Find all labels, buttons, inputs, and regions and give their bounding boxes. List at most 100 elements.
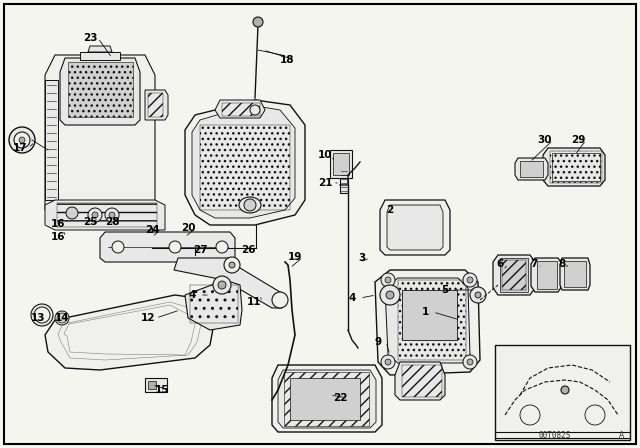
Bar — [552, 153, 600, 181]
Circle shape — [224, 257, 240, 273]
Text: 17: 17 — [13, 143, 28, 153]
Ellipse shape — [9, 127, 35, 153]
Polygon shape — [272, 365, 382, 432]
Circle shape — [66, 207, 78, 219]
Text: 6: 6 — [497, 259, 504, 269]
Bar — [57, 203, 157, 227]
Polygon shape — [515, 158, 548, 180]
Text: 13: 13 — [31, 313, 45, 323]
Polygon shape — [278, 370, 376, 428]
Circle shape — [216, 241, 228, 253]
Bar — [520, 161, 543, 177]
Circle shape — [112, 241, 124, 253]
Circle shape — [14, 132, 30, 148]
Text: 20: 20 — [180, 223, 195, 233]
Circle shape — [244, 199, 256, 211]
Circle shape — [385, 359, 391, 365]
Bar — [145, 378, 167, 392]
Bar — [550, 151, 602, 183]
Text: 5: 5 — [442, 285, 449, 295]
Text: 9: 9 — [374, 337, 381, 347]
Circle shape — [475, 292, 481, 298]
Polygon shape — [174, 258, 285, 308]
Circle shape — [272, 292, 288, 308]
Bar — [502, 260, 526, 290]
Circle shape — [92, 212, 98, 218]
Polygon shape — [88, 46, 112, 52]
Polygon shape — [493, 255, 535, 295]
Circle shape — [88, 208, 102, 222]
Circle shape — [57, 313, 67, 323]
Circle shape — [467, 277, 473, 283]
Circle shape — [385, 277, 391, 283]
Polygon shape — [45, 295, 215, 370]
Circle shape — [381, 273, 395, 287]
Polygon shape — [145, 90, 168, 120]
Polygon shape — [192, 105, 295, 218]
Text: 16: 16 — [51, 232, 65, 242]
Circle shape — [109, 212, 115, 218]
Bar — [495, 345, 630, 440]
Bar — [222, 103, 260, 116]
Circle shape — [218, 281, 226, 289]
Polygon shape — [45, 200, 165, 230]
Circle shape — [105, 208, 119, 222]
Polygon shape — [375, 270, 480, 375]
Text: 10: 10 — [317, 150, 332, 160]
Text: A: A — [620, 431, 625, 440]
Text: 16: 16 — [51, 219, 65, 229]
Bar — [402, 365, 442, 397]
Circle shape — [380, 285, 400, 305]
Circle shape — [463, 273, 477, 287]
Text: 29: 29 — [571, 135, 585, 145]
Bar — [500, 258, 528, 292]
Circle shape — [229, 262, 235, 268]
Circle shape — [19, 137, 25, 143]
Circle shape — [470, 287, 486, 303]
Text: 23: 23 — [83, 33, 97, 43]
Ellipse shape — [239, 197, 261, 213]
Polygon shape — [100, 232, 235, 262]
Text: 26: 26 — [241, 245, 255, 255]
Circle shape — [561, 386, 569, 394]
Text: 4: 4 — [188, 290, 196, 300]
Circle shape — [253, 17, 263, 27]
Circle shape — [381, 355, 395, 369]
Bar — [340, 168, 348, 193]
Text: 8: 8 — [558, 259, 566, 269]
Text: 7: 7 — [531, 259, 538, 269]
Polygon shape — [560, 258, 590, 290]
Ellipse shape — [63, 203, 81, 223]
Bar — [402, 290, 457, 340]
Bar — [148, 93, 163, 117]
Text: 12: 12 — [141, 313, 156, 323]
Circle shape — [463, 355, 477, 369]
Bar — [290, 378, 360, 420]
Text: 27: 27 — [193, 245, 207, 255]
Bar — [330, 150, 352, 178]
Bar — [398, 280, 466, 360]
Bar — [537, 261, 557, 289]
Circle shape — [169, 241, 181, 253]
Text: 24: 24 — [145, 225, 159, 235]
Text: 15: 15 — [155, 385, 169, 395]
Bar — [284, 372, 369, 426]
Bar — [190, 285, 238, 323]
Ellipse shape — [55, 311, 69, 325]
Polygon shape — [185, 100, 305, 225]
Text: 11: 11 — [247, 297, 261, 307]
Text: 1: 1 — [421, 307, 429, 317]
Bar — [148, 381, 156, 389]
Text: 22: 22 — [333, 393, 348, 403]
Bar — [564, 261, 586, 287]
Polygon shape — [215, 100, 265, 118]
Ellipse shape — [31, 304, 53, 326]
Bar — [200, 125, 290, 210]
Circle shape — [250, 105, 260, 115]
Text: 4: 4 — [348, 293, 356, 303]
Polygon shape — [45, 80, 58, 200]
Bar — [68, 62, 133, 117]
Polygon shape — [543, 148, 605, 186]
Polygon shape — [395, 362, 445, 400]
Polygon shape — [531, 258, 562, 292]
